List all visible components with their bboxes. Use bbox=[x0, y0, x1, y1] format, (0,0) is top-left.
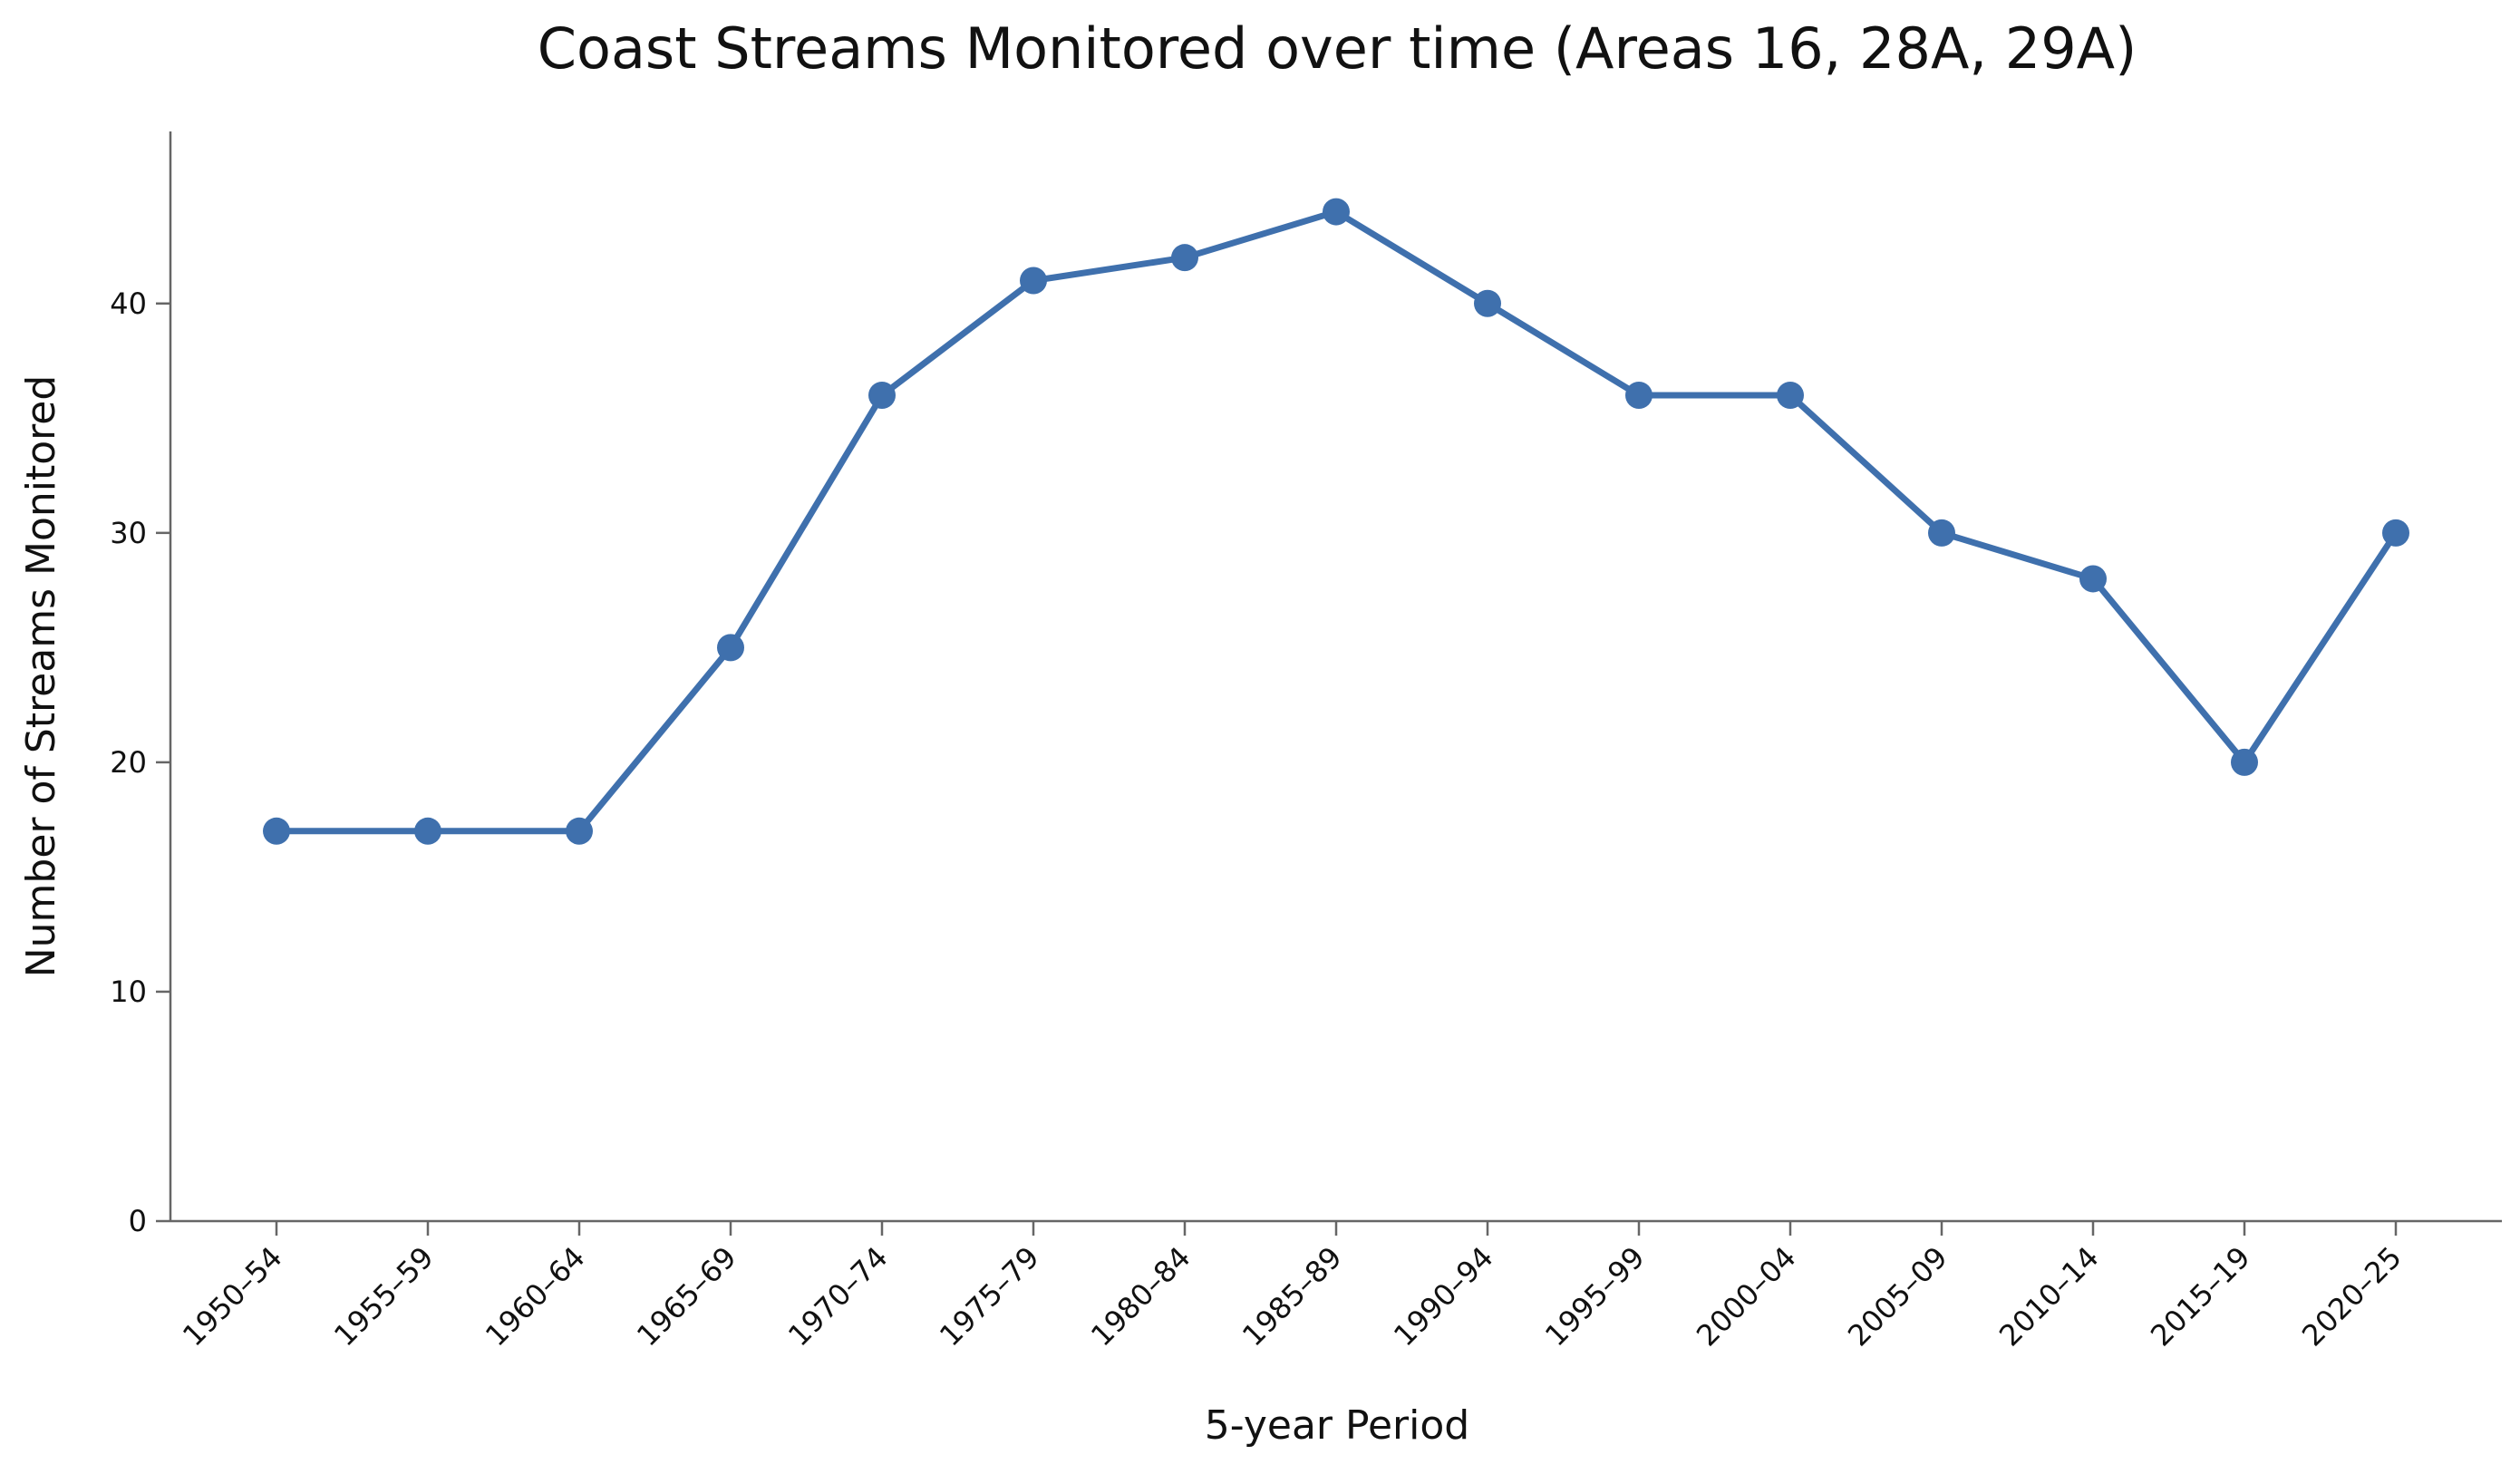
data-point bbox=[1323, 198, 1350, 226]
y-tick-label: 0 bbox=[129, 1204, 147, 1238]
data-point bbox=[1625, 382, 1653, 410]
data-point bbox=[2231, 748, 2258, 776]
x-tick-label: 1960–64 bbox=[479, 1240, 592, 1353]
chart-title: Coast Streams Monitored over time (Areas… bbox=[538, 15, 2137, 82]
data-point bbox=[717, 634, 744, 662]
data-point bbox=[1020, 267, 1047, 295]
y-tick-label: 20 bbox=[110, 745, 147, 780]
x-tick-label: 2010–14 bbox=[1992, 1240, 2106, 1353]
x-tick-label: 1975–79 bbox=[933, 1240, 1046, 1353]
y-axis-ticks: 0 10 20 30 40 bbox=[110, 286, 170, 1238]
data-point bbox=[1171, 244, 1198, 272]
y-tick-label: 10 bbox=[110, 975, 147, 1009]
x-axis-label: 5-year Period bbox=[1205, 1402, 1469, 1449]
x-tick-label: 1985–89 bbox=[1236, 1240, 1349, 1353]
y-tick-label: 40 bbox=[110, 286, 147, 321]
x-tick-label: 1980–84 bbox=[1084, 1240, 1197, 1353]
x-axis-ticks: 1950–54 1955–59 1960–64 1965–69 1970–74 1975–… bbox=[176, 1221, 2409, 1353]
x-tick-label: 2005–09 bbox=[1841, 1240, 1954, 1353]
series-line bbox=[273, 209, 2399, 835]
y-axis-label: Number of Streams Monitored bbox=[18, 375, 64, 978]
x-tick-label: 1950–54 bbox=[176, 1240, 289, 1353]
data-point bbox=[2079, 565, 2107, 593]
x-tick-label: 1995–99 bbox=[1538, 1240, 1652, 1353]
data-point bbox=[414, 817, 441, 845]
data-point bbox=[868, 382, 896, 410]
data-point bbox=[2382, 519, 2409, 547]
x-tick-label: 1955–59 bbox=[327, 1240, 441, 1353]
data-point bbox=[566, 817, 593, 845]
data-point bbox=[1928, 519, 1955, 547]
x-tick-label: 1990–94 bbox=[1387, 1240, 1500, 1353]
x-tick-label: 2000–04 bbox=[1690, 1240, 1803, 1353]
x-tick-label: 2015–19 bbox=[2144, 1240, 2257, 1353]
data-point bbox=[263, 817, 290, 845]
data-point bbox=[1474, 289, 1501, 317]
x-tick-label: 1970–74 bbox=[781, 1240, 895, 1353]
data-point bbox=[1777, 382, 1804, 410]
x-tick-label: 2020–25 bbox=[2295, 1240, 2409, 1353]
series-group bbox=[263, 198, 2409, 845]
x-tick-label: 1965–69 bbox=[630, 1240, 743, 1353]
y-tick-label: 30 bbox=[110, 516, 147, 550]
